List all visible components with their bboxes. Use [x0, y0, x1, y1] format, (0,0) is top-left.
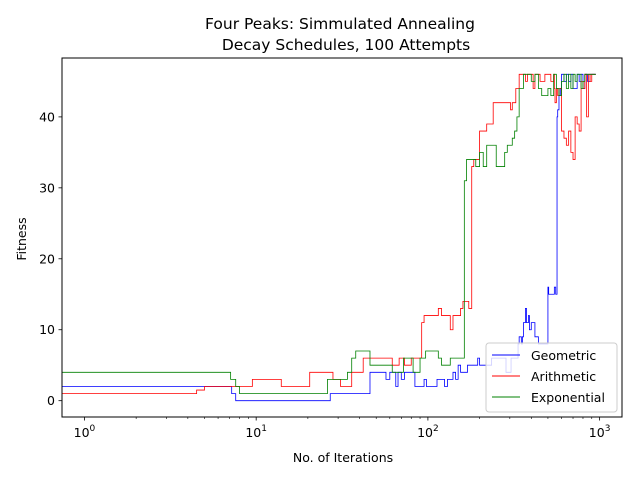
legend: Geometric Arithmetic Exponential [485, 342, 618, 413]
y-axis-label: Fitness [14, 217, 29, 260]
y-tick-label: 20 [39, 251, 55, 266]
legend-label-arithmetic: Arithmetic [531, 369, 596, 384]
x-tick-label: 101 [245, 424, 267, 440]
x-tick-label: 102 [417, 424, 439, 440]
legend-label-geometric: Geometric [531, 348, 596, 363]
legend-box [485, 342, 618, 413]
y-axis-ticks: 0 10 20 30 40 [39, 109, 62, 408]
legend-label-exponential: Exponential [531, 390, 605, 405]
y-tick-label: 0 [47, 393, 55, 408]
plot-frame [61, 57, 623, 418]
x-axis-label: No. of Iterations [293, 450, 393, 465]
chart-title-line2: Decay Schedules, 100 Attempts [222, 36, 470, 54]
y-tick-label: 10 [39, 322, 55, 337]
y-tick-label: 40 [39, 109, 55, 124]
series-line-exponential [62, 73, 596, 394]
y-tick-label: 30 [39, 180, 55, 195]
x-tick-label: 100 [74, 424, 96, 440]
chart-title-line1: Four Peaks: Simmulated Annealing [205, 15, 475, 33]
series-line-arithmetic [62, 73, 596, 394]
x-axis-ticks: 100 101 102 103 [74, 417, 611, 440]
x-tick-label: 103 [589, 424, 611, 440]
